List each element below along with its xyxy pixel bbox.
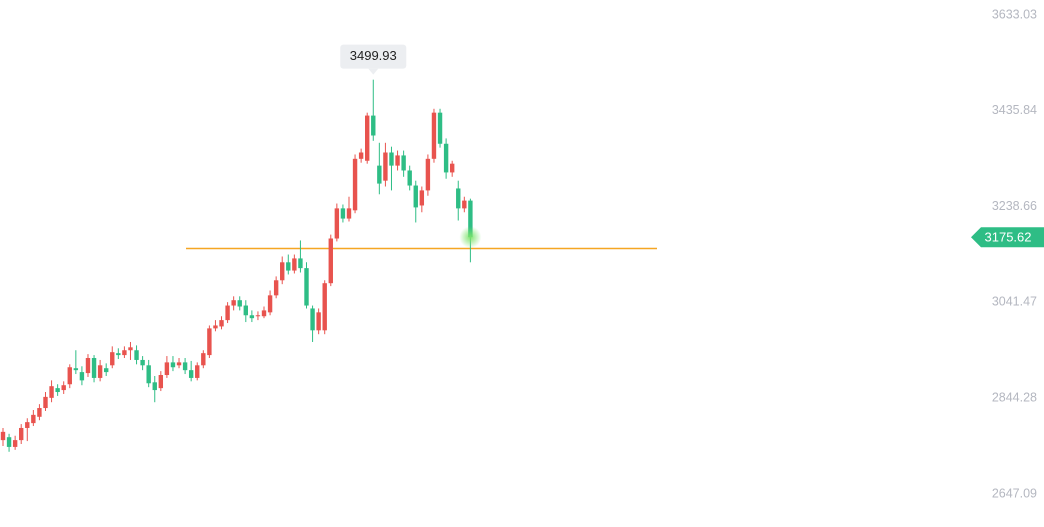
candle-body: [352, 158, 358, 211]
candle-body: [12, 440, 18, 447]
candle-body: [176, 362, 182, 366]
candle-body: [188, 370, 194, 378]
candle-body: [322, 283, 327, 331]
candle-body: [358, 152, 364, 159]
candle-body: [25, 422, 30, 428]
candle-body: [128, 347, 133, 351]
candle-body: [31, 414, 36, 424]
candle-body: [261, 310, 267, 317]
max-tooltip-arrow: [368, 68, 379, 75]
candle-body: [19, 427, 24, 441]
y-tick-label: 3041.47: [992, 295, 1037, 309]
y-tick-label: 3633.03: [992, 7, 1037, 21]
candle-body: [389, 152, 394, 166]
candle-body: [122, 350, 127, 356]
candle-body: [134, 350, 139, 360]
candle-body: [365, 115, 370, 161]
candle-body: [310, 308, 315, 331]
candle-body: [298, 258, 303, 269]
candle-body: [237, 300, 242, 307]
candle-body: [431, 112, 437, 159]
candle-body: [0, 431, 6, 441]
candle-body: [377, 165, 382, 184]
candle-body: [346, 208, 352, 219]
candle-body: [103, 368, 109, 373]
y-tick-label: 2844.28: [992, 390, 1037, 404]
candle-body: [97, 365, 103, 378]
candle-body: [413, 185, 418, 208]
candle-body: [243, 305, 248, 316]
candle-body: [152, 382, 157, 391]
candle-body: [182, 362, 188, 371]
candle-body: [67, 367, 72, 385]
candle-body: [316, 312, 321, 331]
candle-body: [462, 200, 467, 209]
candle-body: [249, 315, 255, 319]
candle-body: [164, 362, 170, 376]
candle-body: [255, 315, 261, 317]
candle-body: [419, 190, 425, 206]
price-tag-label: 3175.62: [985, 230, 1032, 245]
candle-body: [449, 163, 455, 173]
y-tick-label: 3435.84: [992, 103, 1037, 117]
candle-body: [49, 386, 54, 398]
y-tick-label: 2647.09: [992, 486, 1037, 500]
candle-body: [43, 396, 48, 409]
candle-body: [207, 328, 212, 356]
candle-body: [158, 375, 164, 389]
candle-body: [437, 112, 443, 144]
candle-body: [225, 305, 230, 321]
max-tooltip-bg: [340, 44, 407, 69]
candle-body: [286, 262, 291, 271]
candle-body: [292, 258, 297, 271]
price-tag-bg: [971, 227, 1044, 248]
candle-body: [91, 358, 97, 378]
candle-body: [280, 262, 285, 281]
candle-body: [140, 359, 145, 366]
candle-body: [110, 352, 115, 366]
candle-body: [304, 268, 309, 306]
max-label: 3499.93: [350, 48, 397, 63]
candle-body: [6, 437, 12, 447]
candle-body: [219, 320, 224, 327]
candle-body: [231, 300, 236, 306]
candle-body: [79, 372, 85, 381]
candle-body: [334, 208, 340, 239]
candle-body: [73, 368, 79, 371]
candle-body: [407, 170, 412, 186]
candle-body: [443, 143, 449, 173]
candle-body: [401, 155, 406, 171]
candle-body: [61, 385, 66, 391]
candle-body: [340, 208, 346, 219]
candle-body: [383, 152, 388, 181]
candle-body: [267, 295, 273, 313]
candle-body: [213, 325, 218, 329]
candle-body: [425, 158, 431, 191]
candle-body: [37, 408, 42, 417]
candle-body: [146, 365, 151, 384]
candle-body: [456, 188, 461, 209]
candle-body: [395, 155, 400, 166]
candle-body: [201, 353, 206, 366]
candle-body: [371, 115, 376, 136]
candle-body: [328, 238, 333, 284]
candle-body: [170, 362, 176, 368]
candle-body: [468, 200, 473, 238]
y-tick-label: 3238.66: [992, 199, 1037, 213]
candle-body: [273, 280, 279, 296]
last-price-glow: [459, 226, 482, 249]
candle-body: [55, 388, 60, 393]
candle-body: [195, 365, 200, 378]
candle-body: [85, 358, 91, 374]
candle-body: [116, 353, 121, 356]
